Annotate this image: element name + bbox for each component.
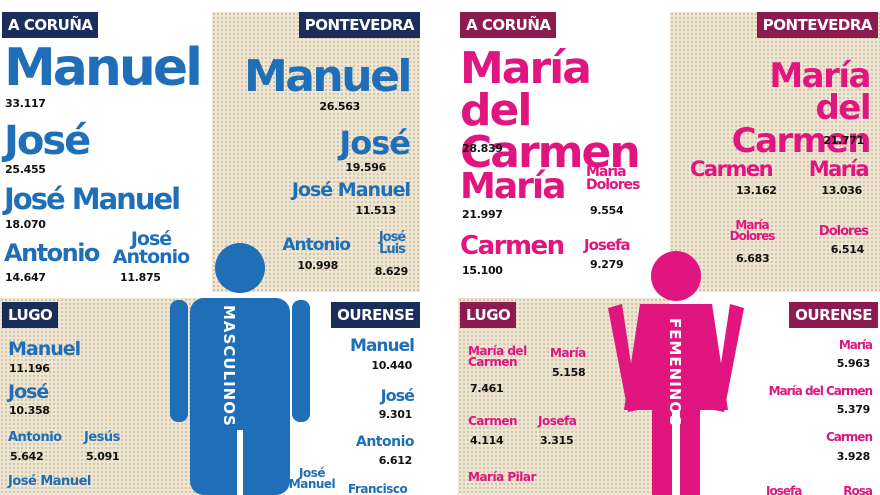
name: Josefa	[766, 484, 802, 495]
name: José Manuel	[8, 474, 91, 489]
name: José	[380, 386, 415, 405]
panel-male: MASCULINOS A CORUÑA PONTEVEDRA LUGO OURE…	[0, 0, 422, 495]
count: 11.196	[9, 362, 50, 375]
count: 5.379	[836, 403, 871, 416]
name: María	[550, 346, 586, 360]
name: Josefa	[538, 414, 577, 428]
count: 15.100	[462, 264, 503, 277]
count: 21.771	[823, 134, 864, 147]
name: María	[838, 338, 873, 352]
count: 10.440	[371, 359, 412, 372]
name: María del Carmen	[768, 384, 873, 398]
name: Manuel	[8, 338, 81, 360]
count: 18.070	[5, 218, 46, 231]
name: José	[4, 118, 91, 164]
province: OURENSE	[331, 302, 420, 328]
count: 6.683	[736, 252, 770, 265]
count: 10.358	[9, 404, 50, 417]
name: José Manuel	[291, 179, 411, 201]
name: José	[8, 381, 49, 403]
name: Josefa	[584, 236, 631, 254]
count: 5.158	[552, 366, 586, 379]
female-figure	[608, 251, 744, 495]
name: Dolores	[818, 224, 869, 239]
name: María del Carmen	[468, 344, 527, 370]
count: 4.114	[470, 434, 504, 447]
count: 9.554	[590, 204, 624, 217]
name: Antonio	[4, 239, 100, 267]
count: 5.963	[836, 357, 871, 370]
panel-label: MASCULINOS	[220, 305, 238, 427]
count: 19.596	[345, 161, 386, 174]
count: 25.455	[5, 163, 46, 176]
name: Carmen	[468, 414, 518, 428]
name: Carmen	[825, 430, 873, 444]
name: María Dolores	[729, 218, 776, 244]
province: A CORUÑA	[2, 12, 99, 38]
name: Antonio	[356, 434, 415, 450]
count: 3.928	[836, 450, 871, 463]
count: 14.647	[5, 271, 46, 284]
name: Manuel	[4, 38, 203, 98]
count: 5.642	[10, 450, 44, 463]
name: María del Carmen	[460, 43, 641, 178]
name: José Manuel	[4, 182, 181, 216]
province: PONTEVEDRA	[298, 12, 420, 38]
name: María del Carmen	[731, 56, 872, 161]
count: 11.513	[355, 204, 396, 217]
count: 9.301	[378, 408, 413, 421]
name: María	[808, 157, 870, 181]
name: María Dolores	[586, 164, 640, 194]
name: José Antonio	[112, 228, 190, 269]
count: 33.117	[5, 97, 46, 110]
count: 7.461	[470, 382, 504, 395]
province: A CORUÑA	[460, 12, 557, 38]
name: José	[339, 124, 411, 162]
count: 9.279	[590, 258, 624, 271]
count: 5.091	[86, 450, 120, 463]
name: Antonio	[282, 235, 351, 255]
name: Carmen	[690, 157, 774, 181]
name: Carmen	[460, 231, 565, 261]
count: 3.315	[540, 434, 574, 447]
name: Jesús	[84, 430, 120, 445]
name: José Luis	[378, 230, 406, 258]
name: María Pilar	[468, 470, 536, 484]
count: 11.875	[120, 271, 161, 284]
province: LUGO	[2, 302, 59, 328]
province: LUGO	[460, 302, 517, 328]
panel-female: FEMENINOS A CORUÑA PONTEVEDRA LUGO OUREN…	[458, 0, 880, 495]
name: José Manuel	[288, 466, 336, 492]
bg	[670, 12, 880, 292]
name: María	[460, 166, 567, 207]
name: Antonio	[8, 430, 62, 445]
count: 8.629	[374, 265, 409, 278]
count: 13.162	[736, 184, 777, 197]
count: 21.997	[462, 208, 503, 221]
panel-label: FEMENINOS	[666, 318, 684, 427]
count: 10.998	[297, 259, 338, 272]
name: Manuel	[243, 51, 413, 102]
count: 26.563	[319, 100, 360, 113]
male-figure	[170, 243, 310, 495]
count: 28.839	[462, 142, 503, 155]
name: Manuel	[350, 336, 415, 356]
province: PONTEVEDRA	[756, 12, 878, 38]
count: 6.514	[830, 243, 865, 256]
province: OURENSE	[789, 302, 878, 328]
count: 13.036	[821, 184, 862, 197]
name: Rosa	[843, 484, 873, 495]
name: Francisco	[348, 482, 408, 495]
count: 6.612	[378, 454, 413, 467]
